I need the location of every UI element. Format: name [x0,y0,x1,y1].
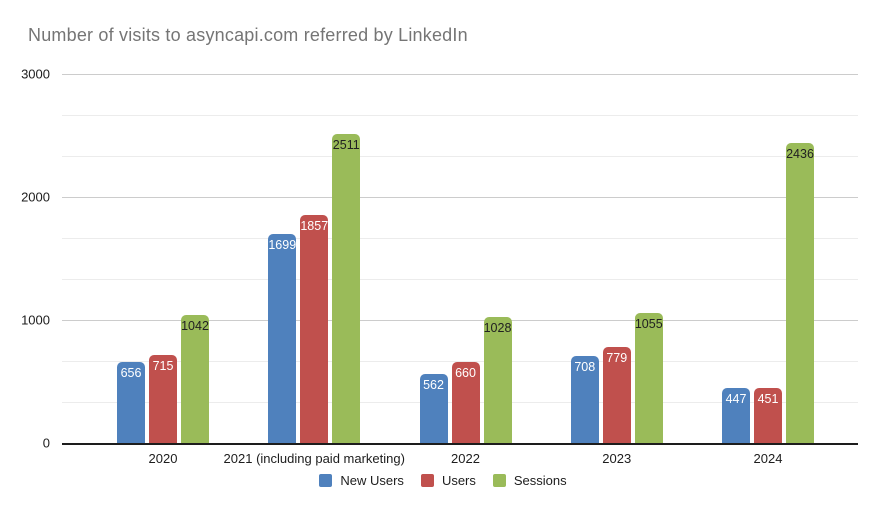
minor-gridline [62,156,858,157]
minor-gridline [62,361,858,362]
x-axis-category-label: 2024 [753,451,783,466]
bar-sessions: 1028 [483,316,512,443]
major-gridline [62,320,858,321]
major-gridline [62,197,858,198]
bar-users: 451 [754,387,782,443]
legend-item-users: Users [420,473,476,488]
y-axis-tick-label: 3000 [21,66,50,82]
bar-new-users: 562 [419,373,448,443]
bar-value-label: 447 [725,392,747,407]
bar-value-label: 1028 [483,320,512,335]
legend-label: Users [441,473,476,488]
bar-value-label: 1699 [268,238,297,253]
y-axis-tick-label: 0 [42,435,50,451]
bar-new-users: 708 [570,355,599,443]
bar-value-label: 2511 [332,138,360,153]
x-axis-category-label: 2021 (including paid marketing) [223,451,405,466]
bar-value-label: 1857 [300,218,329,233]
minor-gridline [62,238,858,239]
legend-label: Sessions [513,473,567,488]
bar-value-label: 656 [120,366,142,381]
x-axis-category-label: 2020 [148,451,178,466]
minor-gridline [62,115,858,116]
plot-area: 0 1000 2000 3000 656 715 1042 2020 1699 1857 2511 2… [21,67,858,466]
bar-new-users: 1699 [268,234,297,443]
chart-title: Number of visits to asyncapi.com referre… [28,25,468,45]
bar-value-label: 708 [574,359,596,374]
bar-users: 715 [149,355,177,443]
legend-label: New Users [340,473,404,488]
bar-value-label: 562 [423,377,444,392]
bar-sessions: 2511 [332,134,361,443]
legend-swatch-icon [420,474,434,487]
x-axis-category-label: 2023 [602,451,632,466]
bar-sessions: 2436 [786,143,814,443]
bar-new-users: 447 [722,388,750,443]
bar-sessions: 1055 [634,313,663,443]
legend-item-new-users: New Users [319,473,404,488]
legend-swatch-icon [319,474,333,487]
major-gridline [62,74,858,75]
y-axis-tick-label: 2000 [21,189,50,205]
bar-value-label: 660 [455,365,476,380]
legend-item-sessions: Sessions [492,473,567,488]
legend-swatch-icon [492,474,506,487]
minor-gridline [62,279,858,280]
bar-new-users: 656 [117,362,145,443]
bar-value-label: 1042 [181,318,209,333]
bar-value-label: 1055 [634,317,663,332]
bar-value-label: 779 [606,351,628,366]
bar-users: 1857 [300,214,329,443]
bar-value-label: 2436 [786,147,814,162]
bar-value-label: 715 [152,359,174,374]
legend: New Users Users Sessions [0,473,886,488]
bar-value-label: 451 [757,391,779,406]
bar-users: 779 [602,347,631,443]
x-axis-category-label: 2022 [451,451,480,466]
y-axis-tick-label: 1000 [21,312,50,328]
bar-users: 660 [451,361,480,443]
bar-sessions: 1042 [181,314,209,443]
